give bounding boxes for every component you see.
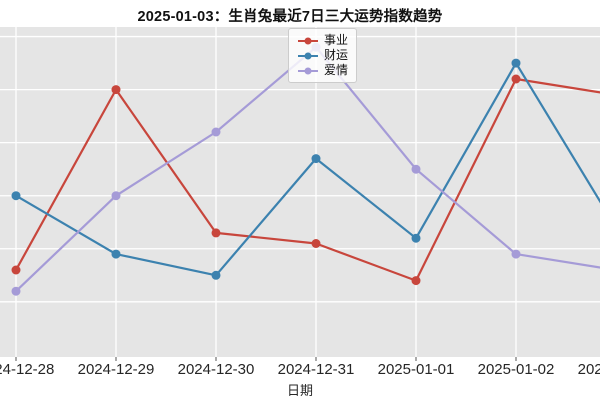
x-tick-label: 2024-12-29	[77, 361, 155, 378]
legend-item-wealth: 财运	[297, 49, 348, 62]
data-point-wealth	[411, 233, 421, 243]
x-tick-label: 2025-01-03	[577, 361, 600, 378]
data-point-career	[411, 276, 421, 286]
data-point-love	[11, 286, 21, 296]
x-axis-tick-labels: 2024-12-28 2024-12-29 2024-12-30 2024-12-31…	[0, 361, 600, 379]
data-point-wealth	[211, 270, 221, 280]
x-tick-label: 2024-12-28	[0, 361, 55, 378]
x-tick-label: 2024-12-31	[277, 361, 355, 378]
data-point-wealth	[511, 58, 521, 68]
legend-label-love: 爱情	[324, 63, 349, 77]
data-point-career	[511, 74, 521, 84]
legend-label-career: 事业	[324, 33, 349, 47]
x-tick-label: 2025-01-02	[477, 361, 555, 378]
data-point-wealth	[311, 154, 321, 164]
data-point-career	[11, 265, 21, 275]
chart-title: 2025-01-03：生肖兔最近7日三大运势指数趋势	[137, 9, 443, 25]
data-point-career	[111, 85, 121, 95]
data-point-wealth	[111, 249, 121, 259]
data-point-love	[111, 191, 121, 201]
legend-label-wealth: 财运	[324, 48, 349, 62]
data-point-love	[411, 164, 421, 174]
data-point-love	[211, 127, 221, 137]
x-tick-label: 2025-01-01	[377, 361, 455, 378]
legend-marker-wealth-icon	[298, 52, 318, 59]
data-point-wealth	[11, 191, 21, 201]
x-tick-label: 2024-12-30	[177, 361, 255, 378]
x-axis-title: 日期	[286, 383, 313, 398]
legend: 事业 财运 爱情	[288, 28, 358, 83]
legend-item-love: 爱情	[297, 64, 348, 77]
data-point-career	[211, 228, 221, 238]
legend-item-career: 事业	[297, 34, 348, 47]
legend-marker-career-icon	[298, 37, 318, 44]
data-point-career	[311, 239, 321, 248]
legend-marker-love-icon	[298, 67, 318, 74]
data-point-love	[511, 249, 521, 259]
